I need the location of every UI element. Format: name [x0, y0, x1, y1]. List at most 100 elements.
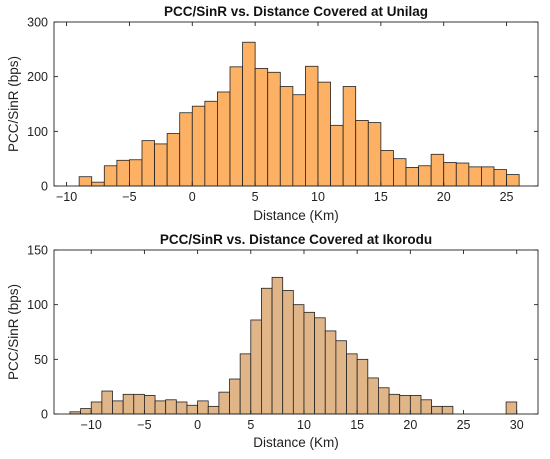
histogram-bar [455, 162, 470, 187]
histogram-bar [267, 71, 281, 187]
histogram-bar [154, 143, 168, 187]
x-tick-label: 0 [189, 190, 196, 204]
histogram-bar [141, 140, 155, 187]
histogram-bar [505, 401, 518, 415]
histogram-bar [112, 400, 124, 415]
histogram-bar [356, 358, 369, 415]
axes-box [53, 249, 539, 415]
histogram-bar [367, 122, 382, 187]
x-tick-label: 25 [500, 190, 514, 204]
histogram-bar [506, 174, 520, 187]
histogram-bar [217, 91, 231, 187]
histogram-bar [154, 400, 167, 415]
histogram-bar [367, 377, 379, 415]
histogram-bar [292, 304, 305, 415]
histogram-bar [101, 390, 113, 415]
histogram-bar [493, 169, 507, 187]
histogram-bar [207, 405, 220, 415]
histogram-bar [91, 181, 105, 187]
histogram-bar [393, 158, 407, 187]
histogram-bar [166, 133, 181, 187]
histogram-bar [179, 112, 193, 187]
histogram-bar [441, 405, 454, 415]
chart-title: PCC/SinR vs. Distance Covered at Unilag [164, 4, 428, 19]
histogram-bar [314, 317, 326, 415]
histogram-bar [197, 400, 209, 415]
x-tick-label: 25 [457, 418, 471, 432]
histogram-bar [405, 167, 419, 187]
histogram-bar [335, 340, 347, 415]
x-tick-label: 10 [311, 190, 325, 204]
chart-title: PCC/SinR vs. Distance Covered at Ikorodu [160, 232, 432, 247]
x-tick-label: −10 [56, 190, 77, 204]
histogram-bar [279, 86, 294, 187]
histogram-bar [229, 378, 241, 415]
histogram-bar [165, 399, 177, 415]
y-tick-label: 150 [27, 244, 48, 258]
y-tick-label: 0 [41, 180, 48, 194]
histogram-bar [342, 86, 357, 187]
histogram-bar [204, 100, 218, 187]
y-axis-label: PCC/SinR (bps) [6, 284, 21, 380]
axes-box [53, 21, 539, 187]
histogram-bar [355, 120, 369, 187]
histogram-bar [242, 41, 256, 187]
y-tick-label: 100 [27, 298, 48, 312]
histogram-bar [129, 159, 143, 187]
histogram-bar [186, 404, 199, 415]
x-tick-label: −5 [122, 190, 136, 204]
histogram-bar [254, 68, 269, 187]
histogram-bar [324, 330, 337, 415]
histogram-bar [90, 401, 103, 415]
x-axis-label: Distance (Km) [253, 435, 339, 450]
histogram-bar [399, 395, 411, 415]
histogram-bar [271, 276, 284, 415]
histogram-bar [292, 94, 306, 187]
histogram-bar [282, 290, 294, 415]
x-tick-label: 20 [403, 418, 417, 432]
histogram-bar [303, 311, 316, 415]
y-tick-label: 50 [34, 353, 48, 367]
histogram-bar [239, 353, 252, 415]
x-tick-label: 15 [374, 190, 388, 204]
histogram-bar [481, 166, 495, 187]
histogram-bar [468, 166, 482, 187]
histogram-bar [430, 153, 445, 187]
histogram-bar [346, 353, 358, 415]
histogram-bar [409, 395, 422, 415]
y-tick-label: 100 [27, 125, 48, 139]
histogram-bar [103, 165, 118, 187]
histogram-bar [229, 66, 243, 187]
y-axis-label: PCC/SinR (bps) [6, 56, 21, 152]
histogram-bar [443, 162, 457, 187]
x-tick-label: −10 [81, 418, 102, 432]
histogram-bar [250, 319, 262, 415]
histogram-bar [116, 159, 130, 187]
histogram-bar [144, 395, 156, 415]
histogram-bar [378, 387, 390, 415]
chart-ikorodu: −10 −5 0 5 10 15 20 25 30 0 50 100 150 PCC/SinR vs. D… [6, 232, 539, 450]
histogram-bar [305, 65, 319, 187]
histogram-bar [418, 165, 432, 187]
y-tick-label: 0 [41, 408, 48, 422]
histogram-bar [175, 401, 188, 415]
x-tick-label: −5 [137, 418, 151, 432]
histogram-bar [218, 391, 230, 415]
histogram-bar [388, 393, 401, 415]
histogram-bar [80, 408, 92, 415]
x-tick-label: 10 [297, 418, 311, 432]
histogram-bar [133, 393, 145, 415]
x-tick-label: 0 [194, 418, 201, 432]
x-axis-label: Distance (Km) [253, 208, 339, 223]
histogram-bar [431, 405, 443, 415]
x-tick-label: 5 [252, 190, 259, 204]
histogram-bar [191, 105, 206, 187]
x-tick-label: 15 [350, 418, 364, 432]
histogram-bar [317, 81, 331, 187]
x-tick-label: 20 [437, 190, 451, 204]
histogram-bar [420, 399, 433, 415]
x-tick-label: 30 [510, 418, 524, 432]
y-tick-label: 300 [27, 16, 48, 30]
histogram-bar [380, 150, 394, 187]
